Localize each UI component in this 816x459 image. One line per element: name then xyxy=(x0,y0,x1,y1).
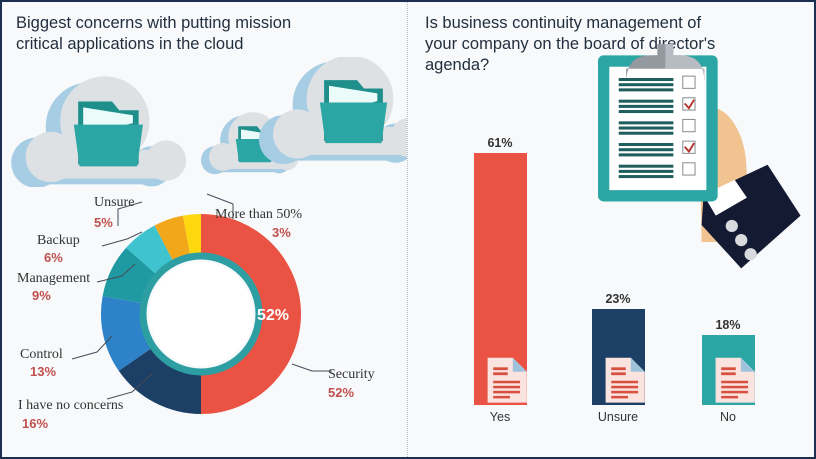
svg-text:Yes: Yes xyxy=(490,410,510,424)
svg-text:Unsure: Unsure xyxy=(598,410,638,424)
svg-text:23%: 23% xyxy=(605,292,630,306)
svg-text:No: No xyxy=(720,410,736,424)
svg-text:61%: 61% xyxy=(487,136,512,150)
svg-text:18%: 18% xyxy=(715,318,740,332)
